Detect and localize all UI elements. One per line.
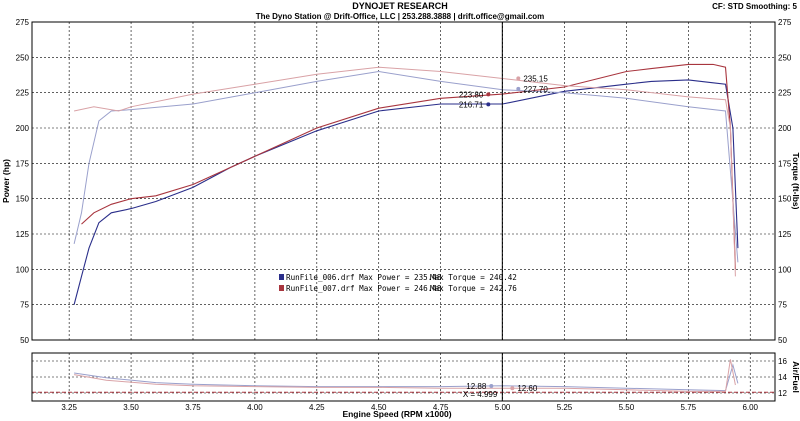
axis-ticks: 3.25 3.50 3.75 4.00 4.25 4.50 4.75 5.00 5.25 5.50… <box>16 18 792 412</box>
x-tick-label: 4.00 <box>247 403 263 412</box>
afr-tick-label: 12 <box>778 389 787 398</box>
cursor-readout: 235.15 <box>523 74 548 83</box>
x-tick-label: 5.50 <box>619 403 635 412</box>
y-tick-label-power: 225 <box>16 89 30 98</box>
y-tick-label-torque: 275 <box>778 18 792 27</box>
cursor-readout: 223.80 <box>459 90 484 99</box>
y-tick-label-torque: 50 <box>778 336 787 345</box>
x-tick-label: 5.75 <box>681 403 697 412</box>
correction-smoothing-label: CF: STD Smoothing: 5 <box>712 2 797 11</box>
afr-tick-label: 14 <box>778 373 787 382</box>
power-curve-run1 <box>73 79 739 305</box>
cursor-marker <box>516 76 521 81</box>
cursor-x-label: X = 4.999 <box>463 390 498 399</box>
y-tick-label-power: 275 <box>16 18 30 27</box>
main-plot-frame <box>31 21 776 341</box>
legend-entry-run1: RunFile_006.drf Max Power = 235.48 <box>286 273 442 282</box>
afr-plot-frame <box>31 352 776 402</box>
cursor-readout: 216.71 <box>459 100 484 109</box>
legend-torque-run1: Max Torque = 240.42 <box>430 273 517 282</box>
y-axis-label-afr: Air/Fuel <box>791 361 800 393</box>
y-tick-label-torque: 125 <box>778 230 792 239</box>
y-tick-label-power: 150 <box>16 195 30 204</box>
x-tick-label: 4.25 <box>309 403 325 412</box>
x-tick-label: 4.75 <box>433 403 449 412</box>
power-curve-run2 <box>81 63 736 270</box>
legend-swatch-run2 <box>279 285 284 291</box>
y-axis-label-power: Power (hp) <box>1 159 11 203</box>
cursor-marker <box>516 86 521 91</box>
y-tick-label-power: 75 <box>20 301 29 310</box>
y-tick-label-power: 100 <box>16 265 30 274</box>
chart-subtitle: The Dyno Station @ Drift-Office, LLC | 2… <box>256 12 545 21</box>
x-tick-label: 5.00 <box>495 403 511 412</box>
y-tick-label-torque: 100 <box>778 265 792 274</box>
x-tick-label: 3.25 <box>61 403 77 412</box>
y-tick-label-power: 250 <box>16 53 30 62</box>
chart-title: DYNOJET RESEARCH <box>352 1 448 11</box>
afr-curve-run2 <box>74 359 736 392</box>
y-tick-label-torque: 75 <box>778 301 787 310</box>
x-tick-label: 3.75 <box>185 403 201 412</box>
y-tick-label-power: 50 <box>20 336 29 345</box>
x-tick-label: 4.50 <box>371 403 387 412</box>
x-tick-label: 5.25 <box>557 403 573 412</box>
y-tick-label-power: 175 <box>16 159 30 168</box>
y-tick-label-torque: 250 <box>778 53 792 62</box>
afr-curve-run1 <box>74 363 739 392</box>
legend-entry-run2: RunFile_007.drf Max Power = 246.48 <box>286 284 442 293</box>
y-axis-label-torque: Torque (ft-lbs) <box>791 153 800 210</box>
cursor-readout-afr: 12.88 <box>466 382 487 391</box>
dyno-curves <box>73 63 739 392</box>
legend-swatch-run1 <box>279 274 284 280</box>
cursor-marker-afr <box>489 383 494 388</box>
cursor-marker-afr <box>510 386 515 391</box>
y-tick-label-power: 200 <box>16 124 30 133</box>
cursor-marker <box>486 92 491 97</box>
legend-torque-run2: Max Torque = 242.76 <box>430 284 517 293</box>
x-tick-label: 6.00 <box>742 403 758 412</box>
cursor-readout-afr: 12.60 <box>517 384 538 393</box>
afr-tick-label: 16 <box>778 357 787 366</box>
torque-curve-run1 <box>73 70 739 263</box>
y-tick-label-torque: 175 <box>778 159 792 168</box>
y-tick-label-torque: 150 <box>778 195 792 204</box>
x-axis-label: Engine Speed (RPM x1000) <box>342 409 451 419</box>
y-tick-label-torque: 200 <box>778 124 792 133</box>
cursor-marker <box>486 102 491 107</box>
afr-plot-grid <box>32 353 775 401</box>
cursor-readout: 227.70 <box>523 85 548 94</box>
y-tick-label-torque: 225 <box>778 89 792 98</box>
torque-curve-run2 <box>73 66 736 277</box>
y-tick-label-power: 125 <box>16 230 30 239</box>
x-tick-label: 3.50 <box>123 403 139 412</box>
chart-legend: RunFile_006.drf Max Power = 235.48 Max T… <box>279 273 517 293</box>
